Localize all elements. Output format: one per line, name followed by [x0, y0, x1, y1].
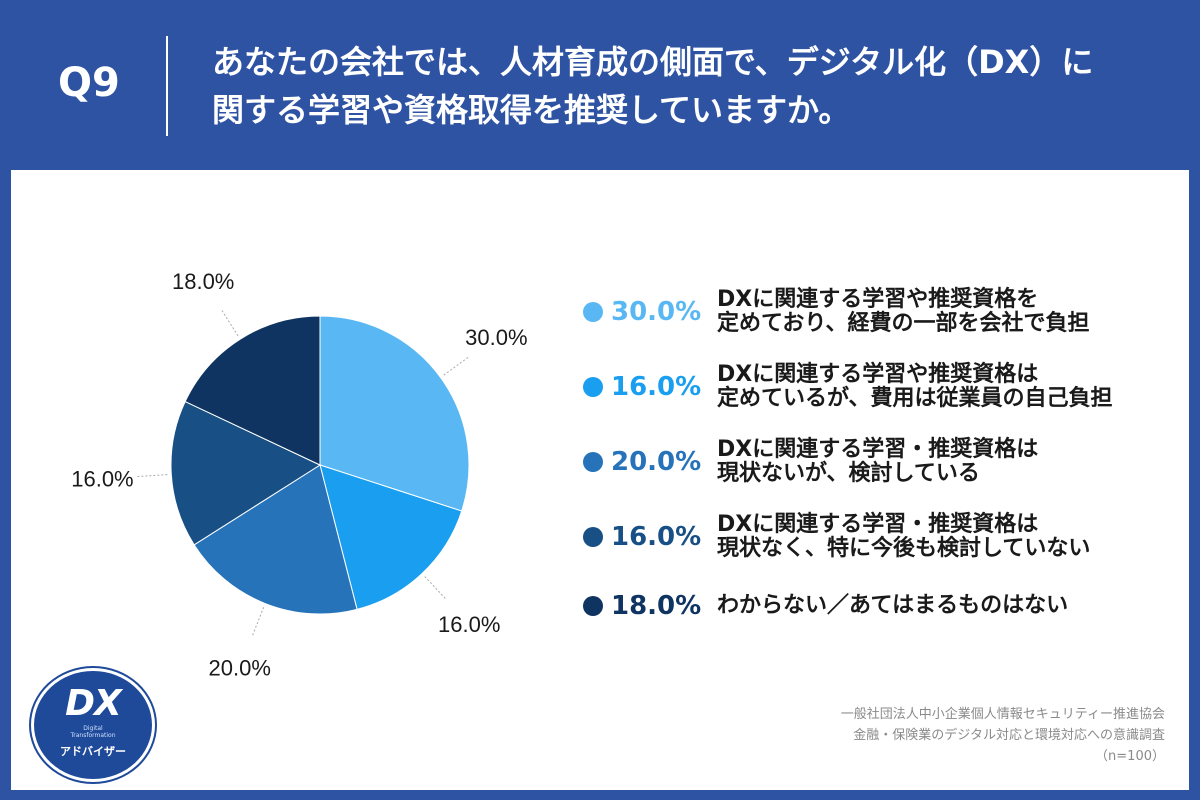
logo-name: アドバイザー [60, 745, 126, 758]
leader-line-1 [443, 357, 469, 376]
question-number: Q9 [58, 60, 120, 106]
leader-line-2 [424, 576, 446, 599]
source-line-2: 金融・保険業のデジタル対応と環境対応への意識調査 [853, 728, 1165, 743]
source-note: 一般社団法人中小企業個人情報セキュリティー推進協会 金融・保険業のデジタル対応と… [841, 704, 1165, 767]
legend-label-1-line-2: 定めており、経費の一部を会社で負担 [717, 311, 1090, 336]
pie-slice-4 [170, 400, 322, 546]
chart-panel: 30.0% 16.0% 20.0% 16.0% 18.0% 30.0% DXに関連する学習… [11, 170, 1189, 790]
legend-label-2-line-1: DXに関連する学習や推奨資格は [717, 362, 1039, 387]
legend-marker-3 [583, 452, 603, 472]
logo-subtitle-2: Transformation [70, 732, 116, 739]
legend-label-4-line-1: DXに関連する学習・推奨資格は [717, 512, 1039, 537]
slice-label-1: 30.0% [465, 325, 527, 350]
pie-slice-5 [184, 315, 321, 466]
question-text: あなたの会社では、人材育成の側面で、デジタル化（DX）に 関する学習や資格取得を… [212, 38, 1182, 134]
legend-marker-5 [583, 596, 603, 616]
slice-label-3: 20.0% [209, 656, 271, 681]
pie-chart: 30.0% 16.0% 20.0% 16.0% 18.0% [71, 269, 527, 681]
slice-label-5: 18.0% [172, 269, 234, 294]
pie-slice-1 [319, 315, 470, 512]
source-line-1: 一般社団法人中小企業個人情報セキュリティー推進協会 [840, 707, 1165, 722]
legend-item-5: 18.0% わからない／あてはまるものはない [583, 591, 1183, 654]
logo-subtitle: Digital Transformation [34, 725, 152, 739]
pie-slice-2 [319, 464, 463, 610]
legend-label-4: DXに関連する学習・推奨資格は 現状なく、特に今後も検討していない [717, 513, 1187, 561]
legend-value-5: 18.0% [611, 591, 702, 621]
legend-label-3-line-1: DXに関連する学習・推奨資格は [717, 437, 1039, 462]
header: Q9 あなたの会社では、人材育成の側面で、デジタル化（DX）に 関する学習や資格… [0, 0, 1200, 168]
legend-label-3-line-2: 現状ないが、検討している [717, 461, 980, 486]
leader-line-5 [221, 310, 239, 337]
legend-item-2: 16.0% DXに関連する学習や推奨資格は 定めているが、費用は従業員の自己負担 [583, 363, 1183, 423]
legend-label-2: DXに関連する学習や推奨資格は 定めているが、費用は従業員の自己負担 [717, 363, 1187, 411]
question-line-1: あなたの会社では、人材育成の側面で、デジタル化（DX）に [212, 43, 1094, 81]
legend-marker-4 [583, 527, 603, 547]
legend-value-3: 20.0% [611, 447, 702, 477]
header-divider [166, 36, 168, 136]
legend-label-1-line-1: DXに関連する学習や推奨資格を [717, 287, 1039, 312]
legend-item-4: 16.0% DXに関連する学習・推奨資格は 現状なく、特に今後も検討していない [583, 513, 1183, 573]
logo-dx-text: DX [65, 683, 122, 724]
legend-item-3: 20.0% DXに関連する学習・推奨資格は 現状ないが、検討している [583, 438, 1183, 498]
leader-line-3 [252, 607, 265, 636]
pie-slice-3 [193, 464, 358, 615]
legend-label-5-line-1: わからない／あてはまるものはない [717, 593, 1069, 618]
legend-marker-1 [583, 302, 603, 322]
leader-line-4 [137, 474, 168, 477]
legend-label-2-line-2: 定めているが、費用は従業員の自己負担 [717, 386, 1113, 411]
slice-label-4: 16.0% [71, 467, 133, 492]
source-sample-size: （n=100） [1095, 749, 1165, 764]
legend-value-4: 16.0% [611, 522, 702, 552]
legend-value-1: 30.0% [611, 297, 702, 327]
legend-item-1: 30.0% DXに関連する学習や推奨資格を 定めており、経費の一部を会社で負担 [583, 288, 1183, 348]
question-line-2: 関する学習や資格取得を推奨していますか。 [212, 91, 851, 129]
legend-label-1: DXに関連する学習や推奨資格を 定めており、経費の一部を会社で負担 [717, 288, 1187, 336]
dx-advisor-logo: DX Digital Transformation アドバイザー [31, 668, 155, 782]
logo-subtitle-1: Digital [83, 725, 103, 732]
legend-label-4-line-2: 現状なく、特に今後も検討していない [717, 536, 1091, 561]
slice-label-2: 16.0% [438, 612, 500, 637]
legend-value-2: 16.0% [611, 372, 702, 402]
legend-label-3: DXに関連する学習・推奨資格は 現状ないが、検討している [717, 438, 1187, 486]
legend-label-5: わからない／あてはまるものはない [717, 594, 1187, 618]
legend-marker-2 [583, 377, 603, 397]
